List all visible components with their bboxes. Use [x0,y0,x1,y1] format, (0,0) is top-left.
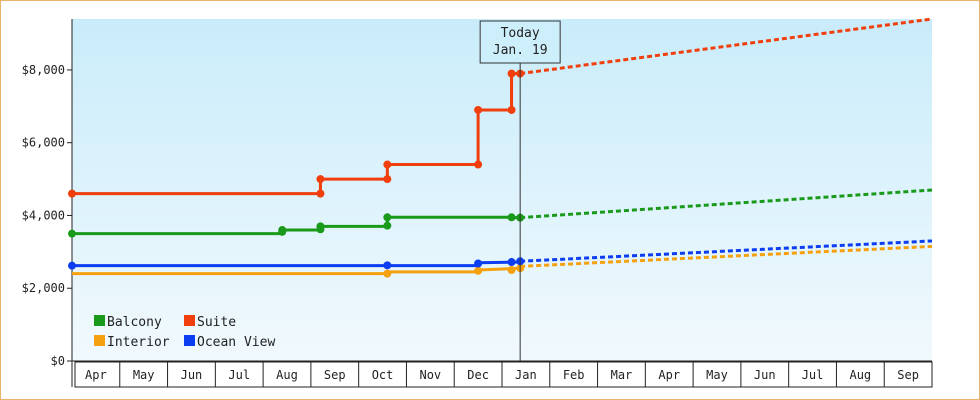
series-forecast-balcony [520,188,933,220]
data-point-suite [383,175,392,184]
today-callout [479,20,561,64]
x-tick-label: May [133,368,155,382]
series-forecast-interior [520,244,933,268]
x-tick-label: Dec [467,368,489,382]
data-point-suite [383,160,392,169]
data-point-ocean-view [383,261,392,270]
y-tick-label: $4,000 [22,208,65,222]
y-tick-label: $8,000 [22,63,65,77]
legend-swatch-ocean-view [184,335,195,346]
data-point-ocean-view [474,259,483,268]
x-tick-label: Jul [802,368,824,382]
y-tick-label: $0 [51,354,65,368]
legend-swatch-suite [184,315,195,326]
axes: $0 $2,000 $4,000 $6,000 $8,000 Apr May Jun Jul Au… [22,19,933,388]
legend-label-balcony: Balcony [107,315,162,330]
data-point-balcony [383,213,392,222]
legend: Balcony Suite Interior Ocean View [94,315,275,350]
data-point-balcony [507,213,516,222]
data-point-balcony [68,229,76,238]
x-tick-label: Jan [515,368,537,382]
x-tick-label: Jun [181,368,203,382]
today-marker: Today Jan. 19 [479,20,561,361]
y-tick-label: $2,000 [22,281,65,295]
data-point-ocean-view [68,261,76,270]
data-point-interior [383,269,392,278]
legend-label-interior: Interior [107,335,170,350]
data-point-balcony [278,226,287,235]
x-tick-label: Oct [372,368,394,382]
data-point-balcony [316,222,325,231]
x-tick-label: Jun [754,368,776,382]
x-tick-label: Nov [419,368,441,382]
data-point-suite [68,189,76,198]
today-date: Jan. 19 [493,43,548,58]
y-tick-label: $6,000 [22,136,65,150]
x-tick-label: May [706,368,728,382]
data-point-suite [316,175,325,184]
series-line-interior [72,266,521,276]
data-point-suite [507,105,516,114]
data-point-suite [474,160,483,169]
data-point-ocean-view [507,258,516,267]
plot-background [72,19,932,361]
legend-swatch-balcony [94,315,105,326]
x-tick-label: Feb [563,368,585,382]
x-tick-label: Jul [228,368,250,382]
series-lines [68,17,933,278]
data-point-suite [316,189,325,198]
data-point-interior [474,266,483,275]
data-point-suite [507,69,516,78]
data-point-balcony [383,221,392,230]
data-point-interior [507,266,516,275]
legend-label-ocean-view: Ocean View [197,335,275,350]
x-tick-label: Sep [324,368,346,382]
x-tick-label: Sep [897,368,919,382]
x-tick-label: Apr [85,368,107,382]
legend-label-suite: Suite [197,315,236,330]
x-tick-label: Aug [849,368,871,382]
series-forecast-suite [519,17,933,76]
x-tick-label: Apr [658,368,680,382]
today-label: Today [501,26,540,41]
legend-swatch-interior [94,335,105,346]
x-tick-label: Mar [611,368,633,382]
series-line-suite [72,72,521,196]
data-point-suite [474,105,483,114]
series-forecast-ocean-view [520,239,933,263]
x-tick-label: Aug [276,368,298,382]
